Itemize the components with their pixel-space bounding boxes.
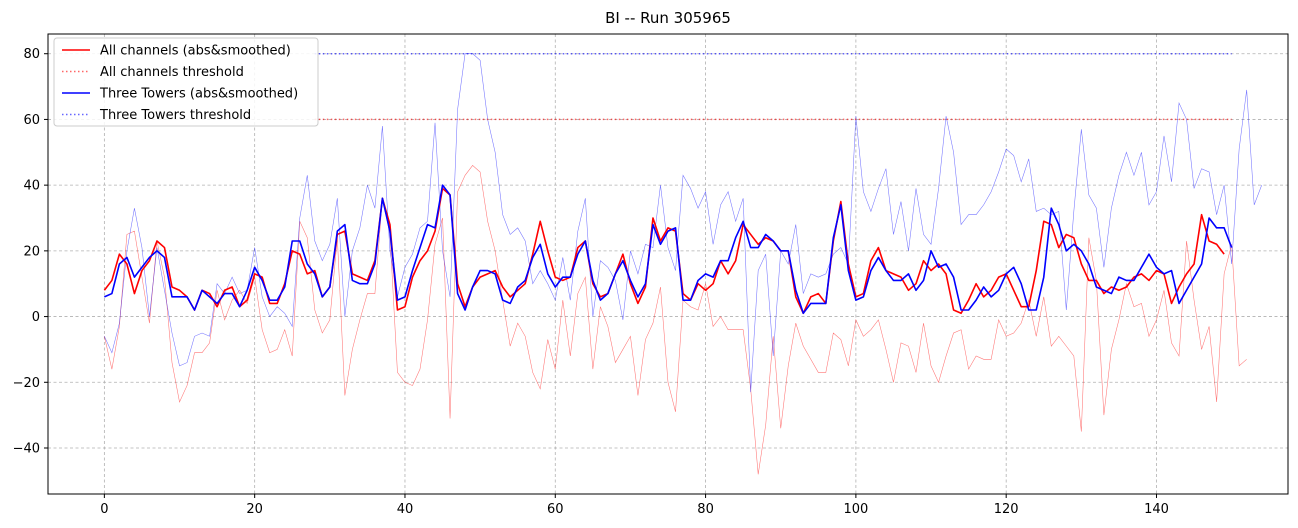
all-channels-abs-smoothed-line — [103, 187, 1225, 315]
y-tick-label: 80 — [23, 47, 40, 62]
x-tick-label: 40 — [397, 502, 414, 517]
x-tick-label: 140 — [1144, 502, 1169, 517]
legend-box — [53, 37, 319, 127]
y-tick-label: −40 — [13, 442, 40, 457]
axes-frame — [47, 33, 1289, 495]
raw-red-line — [104, 165, 1247, 475]
series-layer — [103, 52, 1262, 475]
x-tick-label: 60 — [547, 502, 564, 517]
legend-label: All channels threshold — [100, 65, 244, 80]
y-tick-label: 0 — [32, 310, 40, 325]
x-tick-label: 120 — [994, 502, 1019, 517]
x-tick-label: 80 — [697, 502, 714, 517]
legend: All channels (abs&smoothed) All channels … — [53, 37, 319, 127]
y-tick-label: −20 — [13, 376, 40, 391]
x-tick-label: 0 — [100, 502, 108, 517]
x-tick-label: 100 — [843, 502, 868, 517]
plot-area — [103, 52, 1262, 475]
three-towers-abs-smoothed-line — [104, 184, 1233, 315]
x-tick-label: 20 — [246, 502, 263, 517]
ticks: 0 20 40 60 80 100 120 140 −40 −20 0 20 40 60 80 — [13, 47, 1169, 517]
raw-blue-line — [104, 53, 1262, 393]
y-tick-label: 20 — [23, 244, 40, 259]
y-tick-label: 60 — [23, 113, 40, 128]
legend-label: Three Towers threshold — [99, 108, 251, 123]
chart-title: BI -- Run 305965 — [605, 9, 731, 27]
legend-label: All channels (abs&smoothed) — [100, 44, 291, 59]
y-tick-label: 40 — [23, 179, 40, 194]
legend-label: Three Towers (abs&smoothed) — [99, 87, 298, 102]
